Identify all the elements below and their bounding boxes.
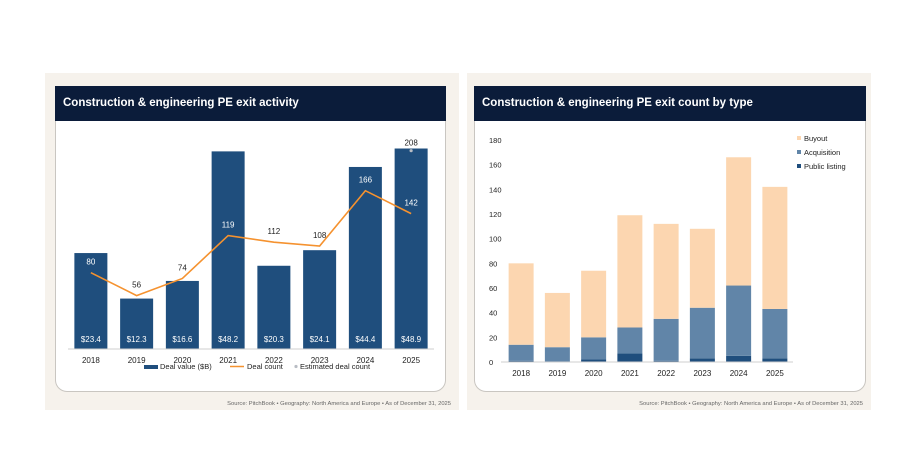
bar-acquisition (653, 318, 679, 361)
deal-value-label: $48.2 (218, 335, 239, 344)
x-tick-label: 2022 (657, 369, 675, 378)
exit-count-panel: Construction & engineering PE exit count… (467, 73, 871, 410)
bar-acquisition (617, 327, 643, 354)
exit-count-card: Construction & engineering PE exit count… (474, 86, 866, 392)
bar-public-listing (689, 358, 715, 362)
y-tick-label: 120 (489, 210, 502, 219)
deal-value-bar (165, 280, 199, 349)
bar-public-listing (653, 360, 679, 362)
bar-public-listing (508, 360, 534, 362)
deal-value-bar (120, 298, 154, 349)
x-tick-label: 2022 (265, 356, 283, 365)
exit-activity-chart: $23.4 2018 80 $12.3 2019 56 $16.6 2020 74 $48.2 20… (68, 139, 434, 371)
bar-buyout (689, 228, 715, 308)
deal-count-label: 80 (86, 258, 95, 267)
bar-acquisition (689, 307, 715, 359)
deal-value-label: $24.1 (310, 335, 331, 344)
exit-count-chart: 0 20 40 60 80 100 120 140 160 180 2018 2019 2020 2021… (489, 134, 846, 378)
deal-value-bar (303, 250, 337, 349)
bar-buyout (762, 186, 788, 309)
x-tick-label: 2021 (219, 356, 237, 365)
x-tick-label: 2020 (173, 356, 191, 365)
legend-buyout: Buyout (804, 134, 828, 143)
deal-count-label: 108 (313, 231, 327, 240)
x-tick-label: 2025 (766, 369, 784, 378)
legend-acquisition: Acquisition (804, 148, 840, 157)
legend-deal-count: Deal count (247, 362, 284, 371)
deal-value-label: $23.4 (81, 335, 102, 344)
deal-count-label: 119 (222, 221, 235, 230)
exit-activity-source: Source: PitchBook • Geography: North Ame… (227, 401, 451, 407)
bar-acquisition (544, 347, 570, 362)
deal-value-label: $12.3 (127, 335, 148, 344)
exit-count-title: Construction & engineering PE exit count… (474, 86, 866, 121)
x-tick-label: 2024 (730, 369, 748, 378)
estimated-deal-count-marker (409, 149, 413, 153)
x-tick-label: 2023 (311, 356, 329, 365)
bar-buyout (508, 263, 534, 345)
y-tick-label: 20 (489, 333, 497, 342)
y-tick-label: 40 (489, 309, 497, 318)
deal-value-bar (348, 166, 382, 349)
bar-public-listing (726, 355, 752, 362)
bar-acquisition (726, 285, 752, 356)
y-tick-label: 60 (489, 284, 497, 293)
legend-swatch-buyout (797, 136, 801, 140)
deal-value-bar (257, 265, 291, 349)
legend-deal-value: Deal value ($B) (160, 362, 212, 371)
deal-value-bar (394, 148, 428, 349)
y-tick-label: 140 (489, 185, 502, 194)
legend-deal-value-swatch (144, 365, 158, 369)
y-tick-label: 160 (489, 161, 502, 170)
x-tick-label: 2019 (128, 356, 146, 365)
bar-buyout (544, 292, 570, 348)
deal-value-label: $44.4 (355, 335, 376, 344)
deal-count-label: 142 (404, 199, 418, 208)
bar-public-listing (617, 353, 643, 362)
exit-activity-panel: Construction & engineering PE exit activ… (45, 73, 459, 410)
deal-count-label: 112 (267, 227, 280, 236)
deal-value-bar (74, 253, 108, 349)
x-tick-label: 2020 (585, 369, 603, 378)
y-tick-label: 100 (489, 235, 502, 244)
y-tick-label: 180 (489, 136, 502, 145)
legend-swatch-public-listing (797, 164, 801, 168)
estimated-deal-count-label: 208 (404, 139, 418, 148)
bar-buyout (653, 223, 679, 319)
deal-value-label: $48.9 (401, 335, 422, 344)
bar-public-listing (581, 359, 607, 362)
x-tick-label: 2023 (693, 369, 711, 378)
deal-value-bar (211, 151, 245, 349)
exit-activity-title: Construction & engineering PE exit activ… (55, 86, 446, 121)
deal-count-label: 166 (359, 176, 373, 185)
bar-buyout (617, 215, 643, 328)
x-tick-label: 2018 (82, 356, 100, 365)
legend-public-listing: Public listing (804, 162, 846, 171)
deal-count-label: 74 (178, 263, 187, 272)
exit-activity-card: Construction & engineering PE exit activ… (55, 86, 446, 392)
bar-buyout (581, 270, 607, 338)
deal-count-line (90, 189, 412, 297)
deal-value-label: $16.6 (172, 335, 193, 344)
legend-swatch-acquisition (797, 150, 801, 154)
x-tick-label: 2025 (402, 356, 420, 365)
bar-public-listing (762, 358, 788, 362)
bar-buyout (726, 157, 752, 286)
x-tick-label: 2019 (548, 369, 566, 378)
exit-count-source: Source: PitchBook • Geography: North Ame… (639, 401, 863, 407)
bar-acquisition (581, 337, 607, 360)
y-tick-label: 0 (489, 358, 493, 367)
x-tick-label: 2021 (621, 369, 639, 378)
deal-value-label: $20.3 (264, 335, 285, 344)
legend-estimated-deal-count: Estimated deal count (300, 362, 371, 371)
legend-estimated-swatch (294, 364, 298, 369)
x-tick-label: 2024 (356, 356, 374, 365)
bar-acquisition (762, 308, 788, 359)
bar-acquisition (508, 344, 534, 361)
deal-count-label: 56 (132, 281, 141, 290)
x-tick-label: 2018 (512, 369, 530, 378)
y-tick-label: 80 (489, 259, 497, 268)
